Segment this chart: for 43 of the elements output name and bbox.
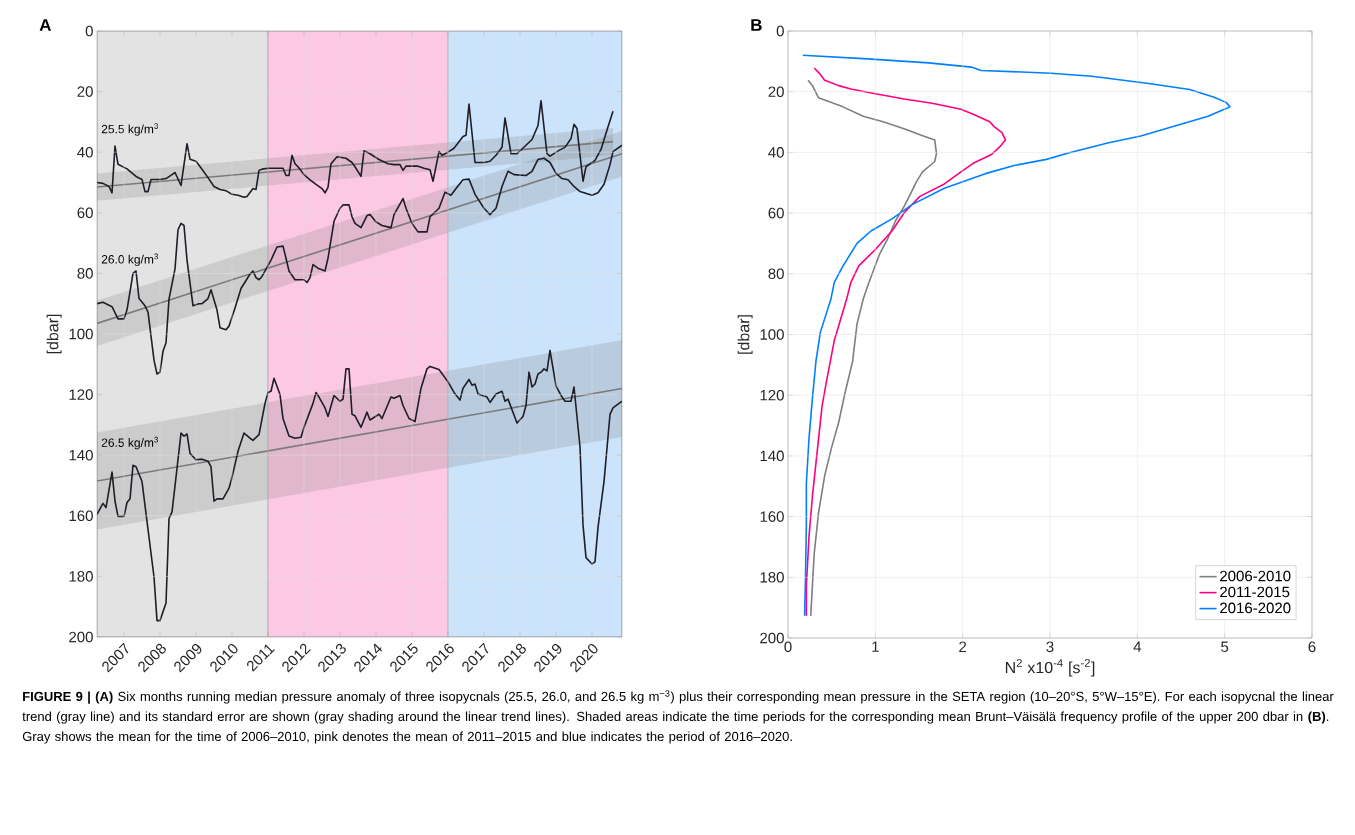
legend-label: 2011-2015	[1220, 586, 1290, 598]
y-tick-label: 160	[69, 510, 93, 522]
y-tick-label: 100	[760, 329, 784, 340]
y-tick-label: 120	[69, 389, 93, 400]
x-tick-label: 3	[1046, 641, 1054, 653]
x-tick-label: 5	[1221, 641, 1229, 652]
x-axis-title: N$^{2}$ x10$^{-4}$ [s$^{-2}$]	[1005, 659, 1095, 677]
y-tick-label: 80	[77, 268, 93, 279]
legend-label: 2006-2010	[1220, 570, 1291, 582]
y-tick-label: 20	[768, 86, 784, 97]
y-axis-title: [dbar]	[737, 315, 753, 354]
x-tick-label: 6	[1308, 641, 1316, 653]
y-tick-label: 120	[760, 389, 784, 401]
y-tick-label: 40	[77, 146, 93, 158]
y-tick-label: 0	[85, 25, 93, 37]
x-tick-label: 2	[959, 641, 967, 652]
y-tick-label: 140	[760, 450, 784, 462]
y-tick-label: 200	[69, 631, 93, 643]
x-tick-label: 4	[1133, 641, 1142, 652]
y-tick-label: 160	[760, 511, 784, 522]
y-tick-label: 0	[776, 25, 784, 37]
x-tick-label: 1	[872, 641, 879, 652]
y-tick-label: 60	[768, 207, 784, 219]
y-tick-label: 180	[760, 571, 784, 583]
y-tick-label: 20	[77, 86, 93, 97]
annotation: 26.0 kg/m$^{3}$	[101, 253, 158, 266]
y-tick-label: 40	[768, 147, 784, 158]
y-axis-title: [dbar]	[46, 314, 62, 354]
text: FIGURE 9 | (A) Six months running median pressure anomaly of three isopycnals (25.5, 26.0, and 26.5 kg m$^{−3}$) plus their corresponding mean pressure in the SETA region (10–20°S, 5°W–15°E). For each isopycnal the linear trend (gray line) and its standard error are shown (gray shading around the linear trend lines). Shaded areas indicate the time periods for the corresponding mean Brunt–Väisälä frequency profile of the upper 200 dbar in (B). Gray shows the mean for the time of 2006–2010, pink denotes the mean of 2011–2015 and blue indicates the period of 2016–2020.	[22, 690, 1334, 744]
y-tick-label: 140	[69, 449, 93, 461]
annotation: 25.5 kg/m$^{3}$	[101, 123, 158, 136]
chart-title: A	[39, 19, 52, 31]
line-series	[805, 67, 1007, 617]
y-tick-label: 180	[69, 571, 93, 582]
line-series	[97, 349, 623, 622]
x-tick-label: 0	[784, 641, 792, 653]
legend-label: 2016-2020	[1220, 602, 1291, 614]
chart-title: B	[751, 19, 762, 31]
y-tick-label: 200	[760, 632, 784, 644]
y-tick-label: 100	[69, 328, 93, 340]
y-tick-label: 60	[77, 207, 93, 219]
y-tick-label: 80	[768, 268, 784, 280]
annotation: 26.5 kg/m$^{3}$	[101, 436, 158, 450]
